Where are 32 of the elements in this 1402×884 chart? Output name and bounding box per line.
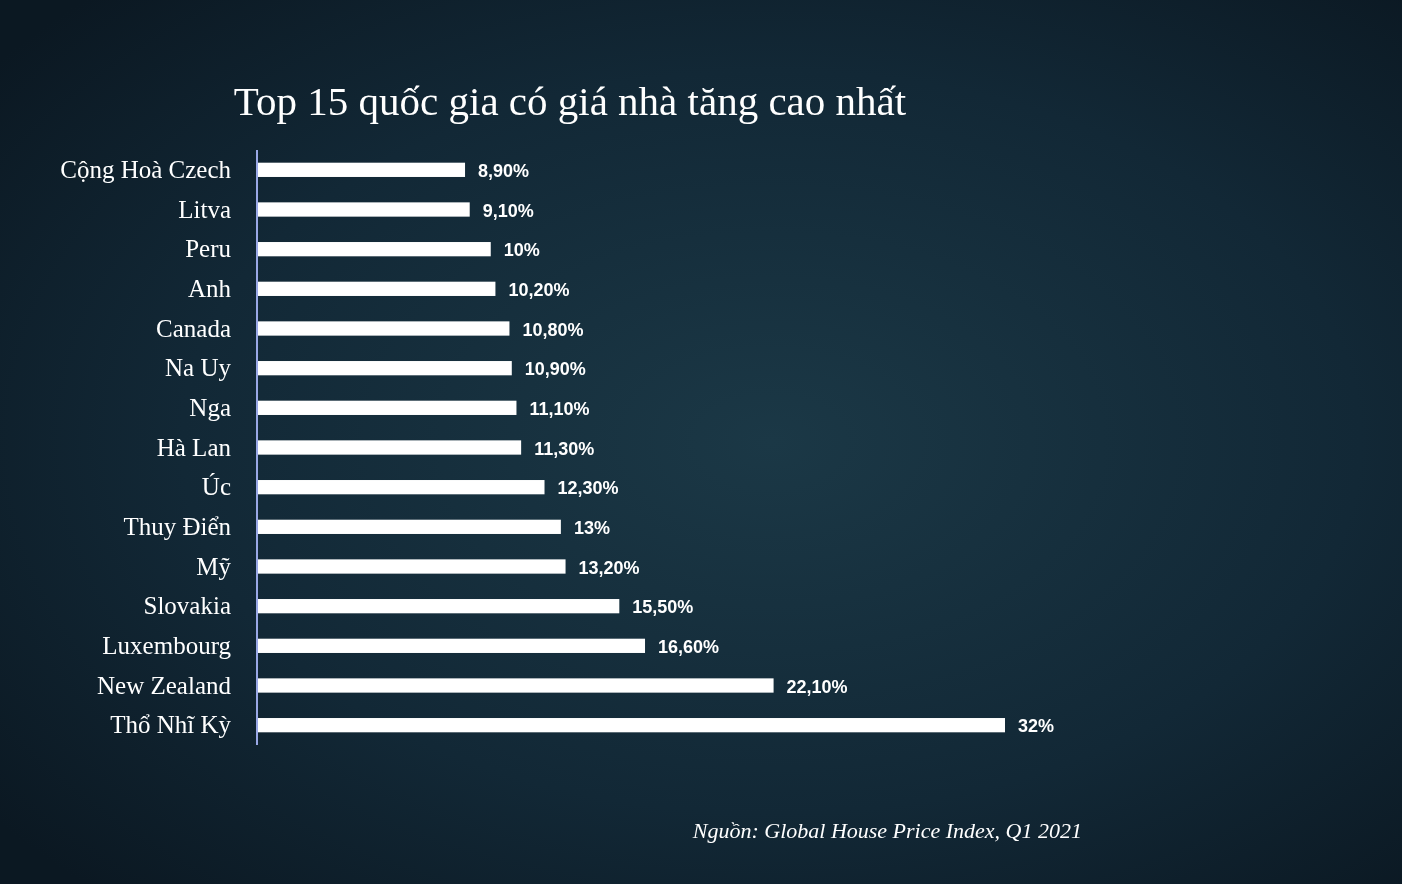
data-label: 10,90% — [524, 359, 586, 380]
data-label: 22,10% — [786, 676, 848, 697]
data-label: 10% — [503, 240, 540, 261]
y-tick-label: Anh — [187, 274, 232, 302]
data-label: 15,50% — [632, 597, 694, 618]
data-label: 8,90% — [478, 160, 530, 181]
y-tick-label: Hà Lan — [156, 433, 232, 461]
data-label: 11,30% — [534, 438, 595, 459]
chart-title: Top 15 quốc gia có giá nhà tăng cao nhất — [233, 78, 907, 124]
y-tick-label: New Zealand — [97, 671, 232, 699]
data-label: 16,60% — [658, 636, 720, 657]
data-label: 32% — [1018, 716, 1055, 737]
data-label: 11,10% — [529, 398, 590, 419]
data-label: 10,20% — [508, 279, 570, 300]
data-label: 10,80% — [522, 319, 584, 340]
y-tick-label: Luxembourg — [102, 631, 232, 659]
y-tick-label: Nga — [189, 393, 231, 421]
data-label: 13,20% — [578, 557, 640, 578]
y-tick-label: Úc — [201, 473, 231, 501]
y-tick-label: Peru — [185, 235, 232, 263]
y-tick-label: Litva — [178, 195, 231, 223]
y-tick-label: Cộng Hoà Czech — [60, 155, 232, 183]
y-tick-label: Thổ Nhĩ Kỳ — [110, 711, 232, 739]
y-tick-label: Thuy Điển — [123, 512, 232, 540]
y-tick-label: Canada — [156, 314, 231, 342]
data-label: 9,10% — [482, 200, 534, 221]
data-label: 13% — [573, 517, 610, 538]
text: Nguồn: Global House Price Index, Q1 2021 — [691, 818, 1082, 843]
data-label: 12,30% — [557, 478, 619, 499]
y-tick-label: Slovakia — [143, 592, 231, 620]
y-tick-label: Na Uy — [165, 354, 232, 382]
y-tick-label: Mỹ — [196, 552, 232, 580]
